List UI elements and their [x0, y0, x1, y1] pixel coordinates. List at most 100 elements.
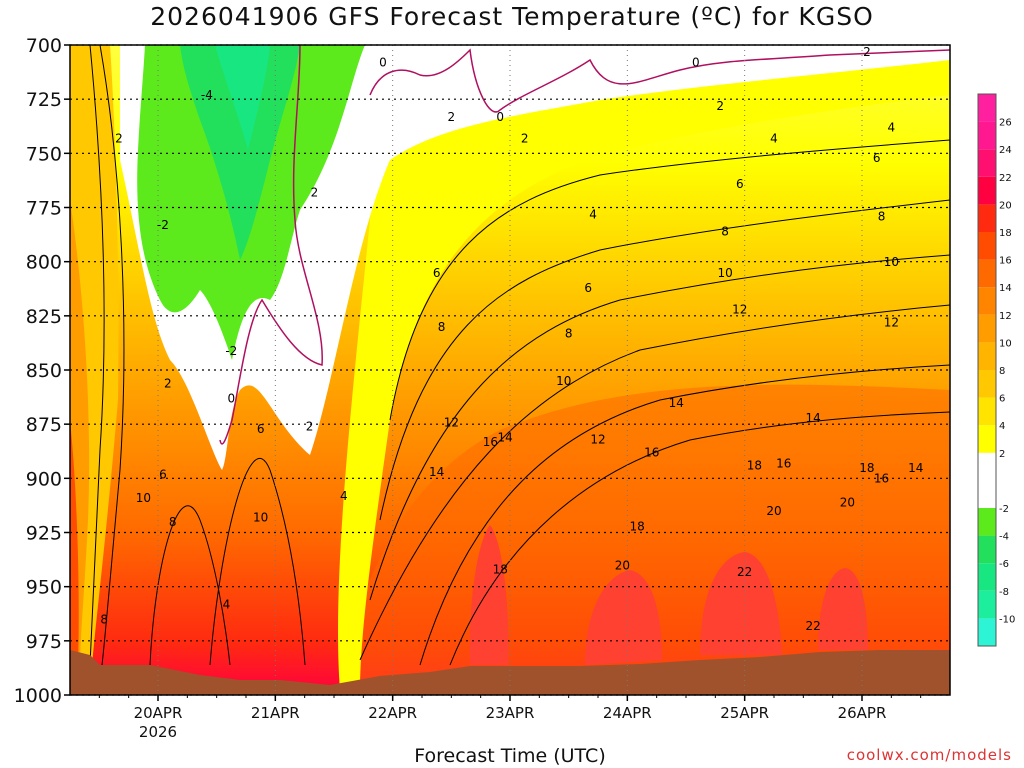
y-tick-label: 1000: [14, 685, 62, 707]
contour-label: 4: [223, 597, 231, 611]
y-tick-label: 725: [26, 89, 62, 111]
contour-label: 20: [840, 496, 855, 510]
x-tick-label: 22APR: [368, 704, 417, 722]
x-tick-label: 25APR: [720, 704, 769, 722]
contour-lines: [89, 45, 950, 666]
contour-label: 12: [884, 316, 899, 330]
x-tick-label: 23APR: [486, 704, 535, 722]
colorbar-band: [978, 149, 996, 177]
contour-label: 10: [717, 266, 732, 280]
colorbar-band: [978, 425, 996, 453]
contour-label: 14: [805, 411, 820, 425]
contour-label: 6: [159, 467, 167, 481]
contour-label: 2: [448, 110, 456, 124]
contour-label: 14: [429, 465, 444, 479]
y-tick-label: 900: [26, 468, 62, 490]
contour-label: 20: [766, 504, 781, 518]
contour-label: 12: [444, 415, 459, 429]
x-tick-label: 20APR: [134, 704, 183, 722]
contour-labels: 000022222222-2-2-44444466666688888810101…: [100, 45, 923, 633]
colorbar-band: [978, 259, 996, 288]
contour-label: 0: [496, 110, 504, 124]
contour-label: 10: [136, 491, 151, 505]
contour-label: 4: [589, 207, 597, 221]
y-tick-label: 700: [26, 35, 62, 57]
zero-isotherm: [369, 48, 950, 113]
colorbar-tick-label: 14: [999, 283, 1012, 294]
contour-label: 16: [776, 457, 791, 471]
contour-label: 16: [483, 435, 498, 449]
contour-label: 8: [878, 210, 886, 224]
contour-label: 2: [311, 186, 319, 200]
y-tick-label: 850: [26, 360, 62, 382]
colorbar-tick-label: 4: [999, 421, 1005, 432]
contour-label: 18: [493, 563, 508, 577]
colorbar-band: [978, 508, 996, 536]
colorbar-tick-label: 26: [999, 118, 1012, 129]
colorbar-tick-label: -8: [999, 587, 1009, 598]
colorbar-band: [978, 94, 996, 122]
colorbar-band: [978, 314, 996, 343]
colorbar-tick-label: -10: [999, 614, 1015, 625]
contour-label: 18: [629, 519, 644, 533]
yellow-band: [338, 45, 950, 690]
colorbar-tick-label: 20: [999, 200, 1012, 211]
contour-label: 8: [438, 320, 446, 334]
colorbar-band: [978, 204, 996, 232]
x-tick-label: 24APR: [603, 704, 652, 722]
y-tick-label: 775: [26, 198, 62, 220]
colorbar-tick-label: 16: [999, 256, 1012, 267]
time-gridlines: [157, 45, 863, 695]
contour-label: 0: [228, 392, 236, 406]
contour-label: 14: [497, 431, 512, 445]
warm-wedge: [340, 384, 950, 690]
contour-label: 2: [306, 420, 314, 434]
contour-label: 12: [732, 303, 747, 317]
colorbar-band: [978, 397, 996, 426]
coldest-core: [215, 45, 270, 150]
contour-label: 8: [565, 327, 573, 341]
credit-link[interactable]: coolwx.com/models: [846, 746, 1012, 764]
contour-label: 8: [721, 225, 729, 239]
contour-label: 12: [590, 433, 605, 447]
contour-label: 2: [716, 99, 724, 113]
contour-label: 22: [805, 619, 820, 633]
y-tick-label: 950: [26, 577, 62, 599]
colorbar-frame: [977, 93, 997, 647]
colorbar-tick-label: 8: [999, 366, 1005, 377]
colorbar-band: [978, 176, 996, 205]
contour-label: 18: [747, 459, 762, 473]
x-tick-sublabel: 2026: [139, 723, 177, 741]
colorbar-tick-label: -2: [999, 504, 1009, 515]
x-tick-label: 26APR: [838, 704, 887, 722]
contour-label: 0: [379, 56, 387, 70]
contour-label: -2: [157, 218, 169, 232]
contour-label: 16: [644, 446, 659, 460]
contour-label: 22: [737, 565, 752, 579]
colorbar-band: [978, 342, 996, 370]
contour-label: 8: [100, 613, 108, 627]
colorbar-band: [978, 563, 996, 591]
x-tick-label: 21APR: [251, 704, 300, 722]
hot-left-edge: [70, 420, 79, 665]
contour-label: 14: [908, 461, 923, 475]
chart-title: 2026041906 GFS Forecast Temperature (ºC)…: [150, 2, 874, 31]
colorbar-tick-label: 22: [999, 173, 1012, 184]
contour-label: 4: [340, 489, 348, 503]
contour-label: 4: [770, 132, 778, 146]
contour-label: 14: [669, 396, 684, 410]
y-tick-label: 925: [26, 523, 62, 545]
ground: [70, 650, 950, 695]
contour-label: 16: [874, 472, 889, 486]
contour-label: 2: [164, 376, 172, 390]
colorbar-tick-label: 12: [999, 311, 1012, 322]
y-tick-label: 750: [26, 143, 62, 165]
contour-label: 10: [253, 511, 268, 525]
colorbar-tick-label: 18: [999, 228, 1012, 239]
contour-label: 8: [169, 515, 177, 529]
x-axis-label: Forecast Time (UTC): [414, 745, 606, 767]
contour-label: -2: [225, 344, 237, 358]
contour-label: 0: [692, 56, 700, 70]
